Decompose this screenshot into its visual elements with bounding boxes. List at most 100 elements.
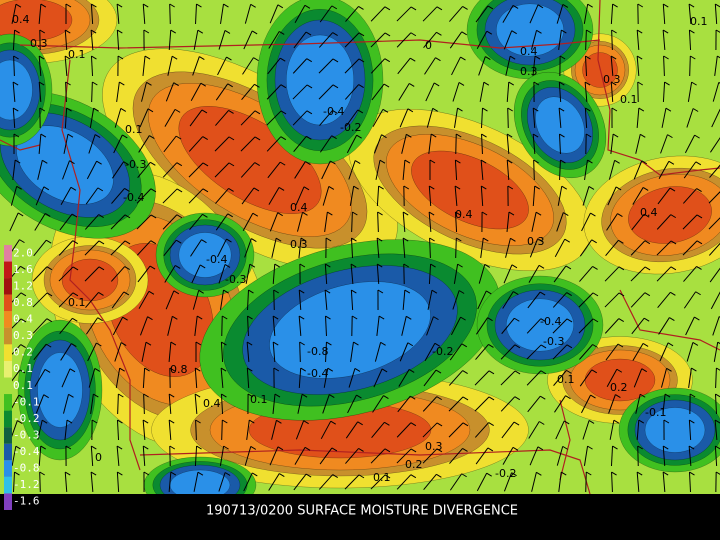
wind-barb	[319, 447, 333, 465]
wind-barb	[217, 238, 227, 258]
wind-barb	[357, 421, 363, 426]
wind-barb	[91, 419, 98, 424]
wind-barb	[537, 238, 543, 243]
contour-label: -0.3	[225, 273, 246, 286]
wind-barb	[193, 472, 199, 492]
wind-barb	[62, 160, 70, 180]
wind-barb	[506, 133, 510, 155]
legend-label: -0.1	[13, 395, 40, 408]
wind-barb	[168, 471, 172, 493]
wind-barb	[214, 162, 230, 178]
wind-barb	[194, 393, 201, 398]
wind-barb	[319, 5, 333, 23]
legend-label: -0.2	[13, 412, 40, 425]
wind-barb	[448, 370, 464, 386]
wind-barb	[199, 56, 205, 61]
wind-barb	[682, 214, 698, 230]
wind-barb	[631, 213, 645, 231]
contour-label: 0.3	[603, 73, 621, 86]
legend-label: 0.3	[13, 329, 33, 342]
contour-label: 0.2	[405, 458, 423, 471]
wind-barb	[592, 266, 598, 270]
wind-barb	[254, 136, 261, 141]
wind-barb	[40, 445, 47, 450]
wind-barb	[247, 367, 253, 372]
wind-barb	[643, 213, 650, 218]
wind-barb	[529, 4, 539, 24]
wind-barb	[403, 263, 410, 268]
wind-barb	[552, 318, 568, 334]
wind-barb	[474, 422, 490, 438]
wind-barb	[448, 396, 464, 412]
wind-barb	[199, 264, 206, 269]
wind-barb	[298, 315, 305, 320]
wind-barb	[588, 186, 595, 190]
wind-barb	[170, 29, 176, 34]
wind-barb	[429, 237, 435, 242]
wind-barb	[168, 393, 172, 415]
wind-barb	[345, 421, 359, 439]
wind-barb	[174, 265, 181, 269]
wind-barb	[430, 263, 436, 268]
wind-barb	[332, 32, 338, 36]
wind-barb	[396, 474, 412, 490]
wind-barb	[64, 55, 71, 60]
wind-barb	[514, 317, 520, 322]
wind-barb	[243, 30, 253, 50]
wind-barb	[462, 448, 468, 452]
wind-barb	[18, 394, 25, 399]
wind-barb	[327, 211, 333, 216]
wind-barb	[665, 107, 672, 112]
contour-band	[535, 96, 585, 154]
wind-barb	[66, 419, 73, 424]
wind-barb	[688, 445, 692, 467]
wind-barb	[15, 445, 22, 450]
wind-barb	[116, 445, 120, 467]
wind-barb	[563, 212, 569, 216]
wind-barb	[240, 136, 256, 152]
wind-barb	[615, 394, 621, 399]
wind-barb	[45, 239, 52, 244]
wind-barb	[297, 394, 303, 414]
wind-barb	[37, 160, 43, 180]
wind-barb	[636, 471, 643, 476]
wind-barb	[526, 344, 542, 360]
wind-barb	[640, 133, 646, 138]
wind-barb	[585, 29, 587, 51]
wind-barb	[377, 289, 384, 294]
wind-barb	[664, 393, 671, 398]
wind-barb	[402, 289, 406, 311]
wind-barb	[353, 341, 359, 346]
wind-barb	[68, 393, 74, 398]
wind-barb	[88, 134, 96, 154]
wind-barb	[269, 446, 279, 466]
wind-barb	[72, 266, 79, 271]
wind-barb	[98, 240, 105, 245]
wind-barb	[141, 342, 147, 362]
wind-barb	[538, 264, 545, 269]
wind-barb	[661, 108, 667, 128]
wind-barb	[511, 264, 518, 269]
wind-barb	[293, 31, 307, 49]
wind-barb	[457, 107, 463, 112]
wind-barb	[69, 368, 76, 373]
wind-barb	[279, 161, 286, 166]
wind-barb	[215, 213, 229, 231]
wind-barb	[714, 3, 718, 25]
wind-barb	[272, 393, 276, 415]
wind-barb	[198, 289, 204, 294]
wind-barb	[254, 110, 261, 115]
wind-barb	[46, 292, 53, 297]
wind-barb	[331, 447, 338, 452]
wind-barb	[559, 81, 565, 86]
wind-barb	[300, 237, 307, 242]
wind-barb	[318, 474, 334, 490]
wind-barb	[579, 369, 593, 387]
wind-barb	[428, 134, 432, 154]
wind-barb	[686, 108, 694, 128]
wind-barb	[118, 393, 124, 398]
wind-barb	[188, 136, 204, 152]
wind-barb	[10, 186, 18, 206]
wind-barb	[660, 134, 668, 154]
wind-barb	[146, 81, 152, 86]
